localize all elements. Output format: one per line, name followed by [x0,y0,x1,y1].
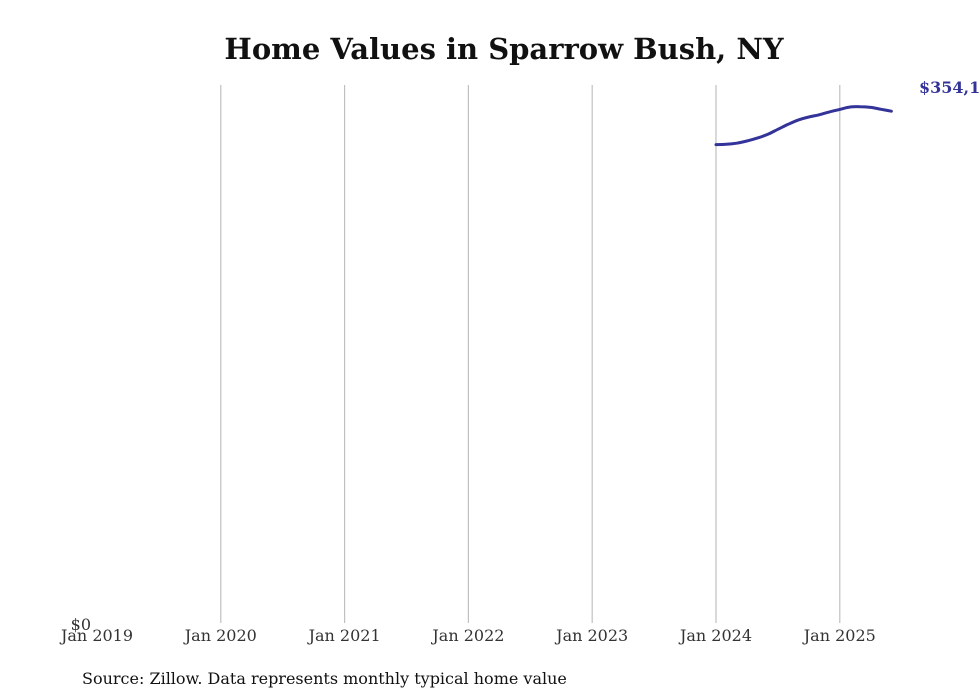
source-note: Source: Zillow. Data represents monthly … [82,669,567,688]
series-layer: $354,1 [714,78,980,147]
x-tick-label: Jan 2024 [678,626,752,645]
y-axis-tick-labels: $0 [71,615,91,634]
x-tick-label: Jan 2020 [183,626,257,645]
x-tick-label: Jan 2021 [307,626,381,645]
x-tick-label: Jan 2025 [802,626,876,645]
x-tick-label: Jan 2022 [430,626,504,645]
series-end-label: $354,1 [919,78,980,97]
x-tick-label: Jan 2019 [59,626,133,645]
y-tick-label: $0 [71,615,91,634]
chart-title: Home Values in Sparrow Bush, NY [224,32,783,66]
series-line [714,105,893,147]
x-tick-label: Jan 2023 [554,626,628,645]
grid-lines [220,85,841,623]
x-axis-tick-labels: Jan 2019 Jan 2020 Jan 2021 Jan 2022 Jan 2023… [59,626,876,645]
